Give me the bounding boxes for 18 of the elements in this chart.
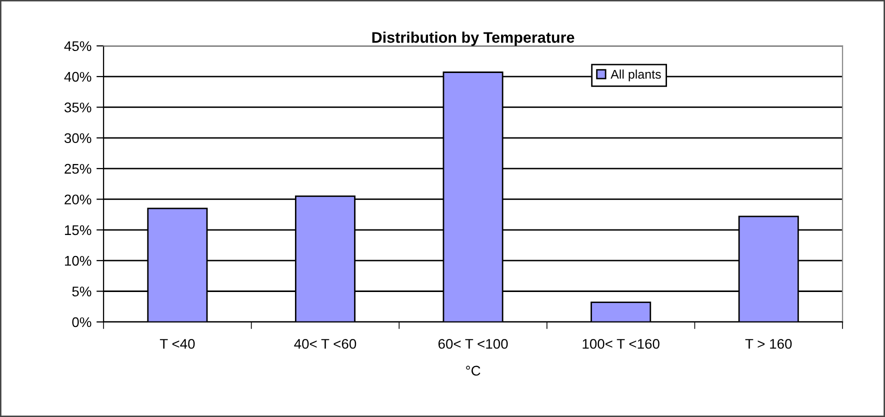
y-tick-label: 45% (64, 41, 92, 52)
x-tick-label: T <40 (160, 338, 195, 349)
x-tick-label: T > 160 (745, 338, 792, 349)
x-tick-label: 40< T <60 (294, 338, 356, 349)
y-tick-label: 35% (64, 102, 92, 112)
y-tick-label: 40% (64, 72, 92, 82)
chart-title: Distribution by Temperature (372, 32, 574, 46)
y-tick-label: 30% (64, 133, 92, 144)
y-tick-label: 15% (65, 225, 92, 236)
y-tick-label: 25% (64, 164, 92, 174)
y-tick-label: 5% (72, 286, 92, 296)
legend-label: All plants (610, 70, 661, 82)
y-tick-label: 0% (72, 317, 92, 328)
x-tick-label: 100< T <160 (582, 338, 660, 349)
x-tick-label: 60< T <100 (438, 338, 508, 349)
y-tick-label: 10% (65, 256, 92, 266)
y-tick-label: 20% (64, 194, 92, 204)
x-axis-title: °C (466, 366, 480, 376)
